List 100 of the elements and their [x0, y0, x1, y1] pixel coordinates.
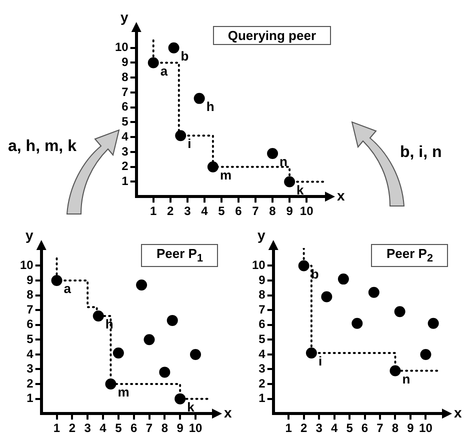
- x-tick-label: 1: [150, 204, 158, 218]
- annotation: b: [180, 48, 189, 64]
- y-tick-label: 4: [26, 346, 34, 361]
- point: [136, 279, 148, 290]
- point: [420, 348, 432, 360]
- point: [168, 42, 180, 54]
- x-tick-label: 6: [235, 204, 242, 218]
- x-tick-label: 1: [53, 421, 60, 434]
- y-tick-label: 6: [258, 317, 266, 332]
- annotation: i: [188, 136, 192, 152]
- x-tick-label: 2: [68, 421, 76, 434]
- point: [148, 57, 159, 68]
- x-tick-label: 3: [184, 204, 192, 218]
- y-tick-label: 10: [252, 258, 266, 272]
- point: [159, 366, 170, 378]
- x-tick-label: 9: [407, 421, 414, 434]
- annotation: n: [280, 154, 288, 170]
- x-tick-label: 7: [376, 421, 384, 434]
- x-tick-label: 9: [176, 421, 184, 434]
- point: [190, 348, 201, 360]
- point: [112, 347, 124, 358]
- x-tick-label: 5: [218, 204, 226, 218]
- y-tick-label: 8: [258, 288, 266, 302]
- y-tick-label: 8: [26, 288, 34, 302]
- point: [267, 148, 278, 159]
- y-tick-label: 7: [258, 302, 266, 316]
- y-tick-label: 5: [258, 332, 266, 346]
- y-tick-label: 8: [122, 70, 129, 84]
- y-tick-label: 1: [122, 174, 129, 188]
- point: [352, 318, 363, 329]
- point: [338, 274, 349, 285]
- point: [321, 291, 332, 302]
- y-axis-title: y: [257, 226, 266, 243]
- x-tick-label: 8: [392, 421, 399, 434]
- x-tick-label: 8: [269, 204, 276, 218]
- x-tick-label: 3: [316, 421, 323, 434]
- x-tick-label: 7: [146, 421, 153, 434]
- x-tick-label: 10: [419, 421, 433, 434]
- annotation: k: [187, 399, 196, 414]
- point: [394, 306, 406, 318]
- y-tick-label: 6: [122, 100, 129, 114]
- chart-title: Peer P$_{2}$: [371, 244, 448, 267]
- annotation: b: [310, 266, 319, 282]
- x-tick-label: 4: [201, 204, 208, 218]
- y-tick-label: 9: [258, 272, 266, 287]
- chart-title: Peer P$_{1}$: [141, 244, 218, 267]
- text: b, i, n: [400, 144, 442, 162]
- annotation: a: [64, 281, 72, 296]
- x-tick-label: 4: [100, 421, 107, 434]
- annotation: m: [220, 167, 232, 182]
- point: [166, 314, 178, 326]
- chart-title: Querying peer: [212, 26, 331, 45]
- x-tick-label: 4: [330, 421, 338, 434]
- x-tick-label: 3: [84, 421, 92, 434]
- y-axis-title: y: [120, 8, 128, 25]
- y-tick-label: 5: [122, 114, 129, 129]
- annotation: m: [118, 384, 130, 400]
- y-tick-label: 2: [26, 376, 34, 390]
- x-tick-label: 9: [286, 204, 294, 218]
- annotation: n: [402, 371, 410, 386]
- x-tick-label: 2: [167, 204, 174, 218]
- annotation: h: [206, 99, 214, 114]
- y-tick-label: 3: [258, 362, 266, 376]
- x-tick-label: 6: [361, 421, 368, 434]
- point: [174, 393, 186, 404]
- point: [306, 347, 317, 358]
- point: [368, 286, 380, 298]
- y-tick-label: 3: [26, 362, 34, 376]
- point: [428, 318, 439, 329]
- y-tick-label: 3: [122, 144, 129, 158]
- y-tick-label: 9: [26, 272, 34, 287]
- y-tick-label: 2: [258, 376, 266, 390]
- annotation: k: [296, 182, 305, 198]
- y-tick-label: 6: [26, 317, 34, 332]
- x-axis-title: x: [224, 404, 232, 420]
- y-axis-title: y: [25, 226, 34, 243]
- y-tick-label: 10: [20, 258, 34, 272]
- y-tick-label: 7: [26, 302, 34, 316]
- x-tick-label: 10: [188, 421, 202, 434]
- x-tick-label: 2: [300, 421, 308, 434]
- text: a, h, m, k: [8, 138, 76, 156]
- point: [144, 334, 155, 346]
- annotation: i: [318, 354, 322, 369]
- y-tick-label: 4: [122, 129, 129, 144]
- x-tick-label: 1: [285, 421, 292, 434]
- point: [284, 176, 296, 188]
- y-tick-label: 1: [258, 391, 266, 406]
- y-tick-label: 10: [114, 40, 129, 54]
- x-tick-label: 10: [300, 204, 314, 218]
- x-tick-label: 6: [130, 421, 138, 434]
- x-tick-label: 8: [161, 421, 168, 434]
- point: [194, 92, 205, 104]
- x-axis-title: x: [454, 404, 462, 420]
- y-tick-label: 9: [122, 55, 129, 70]
- annotation: a: [160, 63, 168, 78]
- y-tick-label: 4: [258, 346, 266, 361]
- y-tick-label: 2: [122, 159, 129, 174]
- x-axis-title: x: [337, 187, 345, 204]
- point: [298, 260, 310, 272]
- y-tick-label: 5: [26, 332, 34, 346]
